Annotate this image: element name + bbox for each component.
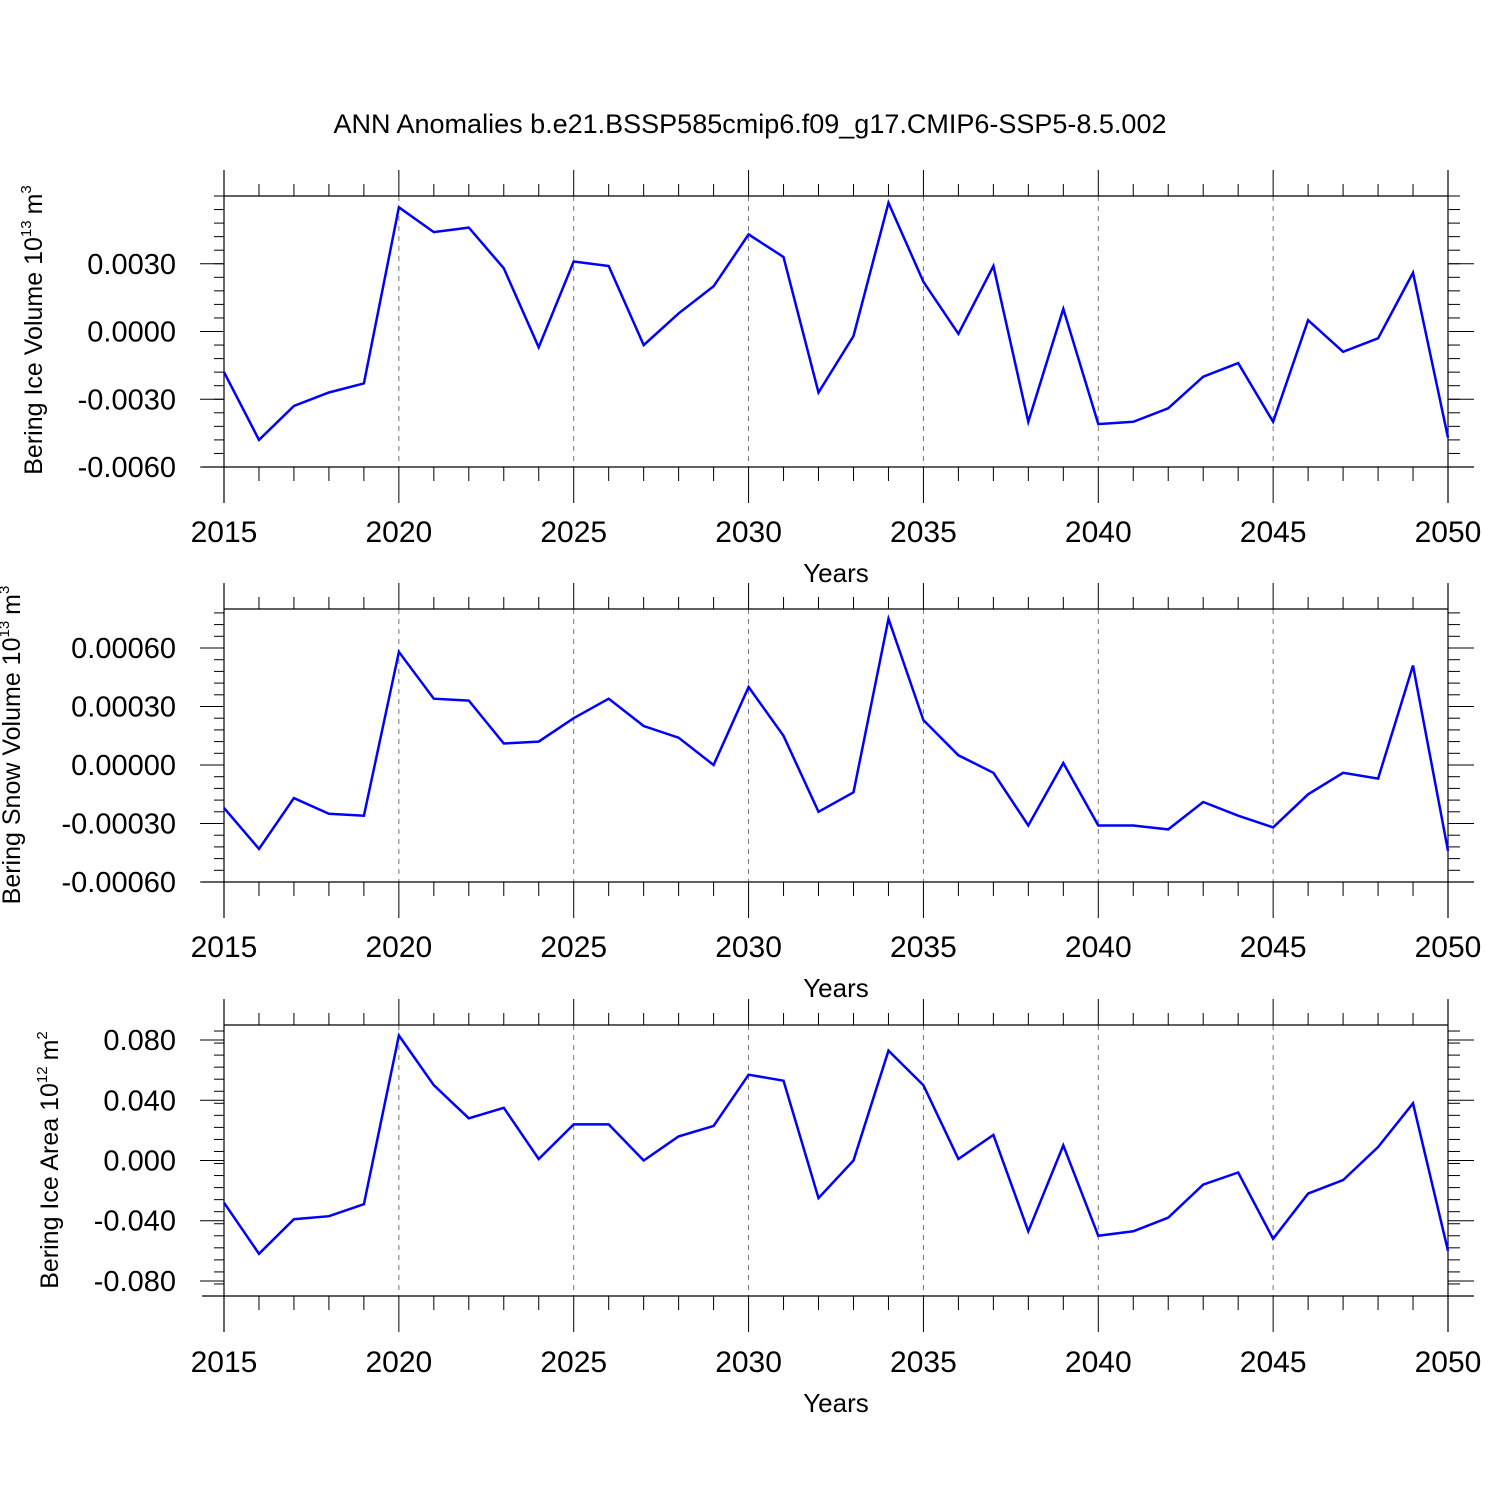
x-tick-label: 2050 — [1415, 931, 1482, 964]
y-axis-label-unit: m — [20, 194, 48, 215]
x-tick-label: 2035 — [890, 931, 957, 964]
x-tick-label: 2040 — [1065, 1346, 1132, 1379]
y-axis-label-text: Bering Snow Volume 10 — [0, 638, 26, 905]
x-tick-label: 2015 — [191, 1346, 258, 1379]
x-tick-label: 2020 — [365, 931, 432, 964]
y-tick-label: 0.000 — [103, 1146, 176, 1178]
y-axis-label-exponent: 13 — [0, 621, 13, 638]
y-tick-label: -0.080 — [94, 1266, 176, 1298]
y-axis-label-unit: m — [0, 594, 26, 615]
y-tick-label: 0.00060 — [71, 633, 176, 665]
x-tick-label: 2035 — [890, 516, 957, 549]
y-tick-label: 0.00000 — [71, 750, 176, 782]
x-axis-label: Years — [803, 1388, 869, 1418]
y-tick-label: -0.0030 — [78, 384, 176, 416]
y-axis-label-exponent: 13 — [18, 220, 35, 237]
x-tick-label: 2045 — [1240, 1346, 1307, 1379]
y-axis-label-text: Bering Ice Area 10 — [36, 1083, 64, 1289]
y-axis-label-unit-exponent: 3 — [18, 185, 35, 193]
x-tick-label: 2015 — [191, 931, 258, 964]
y-tick-label: 0.0030 — [87, 249, 176, 281]
y-tick-label: -0.00060 — [62, 867, 177, 899]
y-axis-label-unit-exponent: 3 — [0, 586, 13, 594]
x-tick-label: 2045 — [1240, 516, 1307, 549]
y-axis-label: Bering Ice Volume 1013 m3 — [18, 185, 48, 475]
x-axis-label: Years — [803, 973, 869, 1003]
series-line — [222, 199, 1450, 442]
y-tick-label: -0.00030 — [62, 809, 177, 841]
y-axis-label-exponent: 12 — [34, 1066, 51, 1083]
x-tick-label: 2030 — [715, 931, 782, 964]
series-line — [222, 1032, 1450, 1256]
y-tick-label: 0.040 — [103, 1085, 176, 1117]
x-tick-label: 2050 — [1415, 516, 1482, 549]
x-tick-label: 2020 — [365, 516, 432, 549]
x-tick-label: 2025 — [540, 516, 607, 549]
y-tick-label: -0.040 — [94, 1206, 176, 1238]
panel-2: -0.00060 -0.00030 0.00000 0.00030 0.00060 201… — [0, 583, 1481, 1003]
y-tick-label: 0.080 — [103, 1025, 176, 1057]
y-axis-label-unit-exponent: 2 — [34, 1031, 51, 1039]
x-tick-label: 2015 — [191, 516, 258, 549]
y-tick-label: -0.0060 — [78, 452, 176, 484]
y-axis-label-text: Bering Ice Volume 10 — [20, 237, 48, 475]
x-tick-label: 2030 — [715, 1346, 782, 1379]
x-tick-label: 2030 — [715, 516, 782, 549]
y-axis-label: Bering Ice Area 1012 m2 — [34, 1031, 64, 1289]
y-tick-label: 0.0000 — [87, 317, 176, 349]
y-axis-label-unit: m — [36, 1040, 64, 1061]
x-tick-label: 2035 — [890, 1346, 957, 1379]
figure-title: ANN Anomalies b.e21.BSSP585cmip6.f09_g17… — [334, 109, 1167, 139]
panel-3: -0.080 -0.040 0.000 0.040 0.080 2015 2020 2025 2… — [34, 999, 1481, 1418]
y-axis-label: Bering Snow Volume 1013 m3 — [0, 586, 26, 905]
series-line — [223, 614, 1450, 852]
x-tick-label: 2045 — [1240, 931, 1307, 964]
x-tick-label: 2025 — [540, 931, 607, 964]
x-tick-label: 2050 — [1415, 1346, 1482, 1379]
x-tick-label: 2040 — [1065, 931, 1132, 964]
x-axis-label: Years — [803, 558, 869, 588]
y-tick-label: 0.00030 — [71, 692, 176, 724]
x-tick-label: 2025 — [540, 1346, 607, 1379]
panel-1: -0.0060 -0.0030 0.0000 0.0030 2015 2020 2025 20… — [18, 170, 1481, 588]
x-tick-label: 2020 — [365, 1346, 432, 1379]
x-tick-label: 2040 — [1065, 516, 1132, 549]
